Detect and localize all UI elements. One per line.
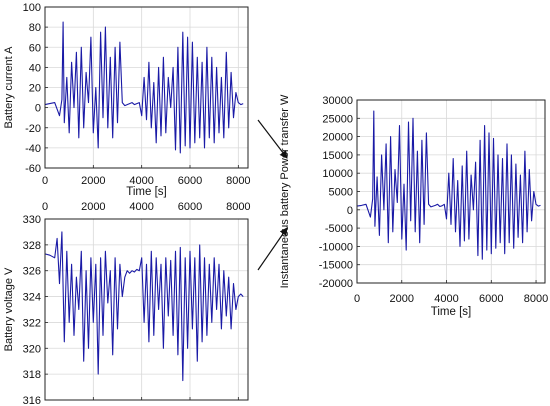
y-tick-label: -20 <box>25 123 41 135</box>
y-tick-label: 20000 <box>322 132 353 144</box>
y-tick-label: 0 <box>347 205 353 217</box>
x-tick-label: 2000 <box>81 201 105 213</box>
x-tick-label: 4000 <box>129 175 153 187</box>
x-axis-label: Time [s] <box>126 186 166 198</box>
axes-frame <box>44 218 249 401</box>
y-tick-label: -60 <box>25 163 41 175</box>
y-axis-label: Battery current A <box>3 46 15 129</box>
y-tick-label: 318 <box>23 369 41 381</box>
y-tick-label: 30000 <box>322 95 353 107</box>
x-tick-label: 0 <box>42 201 48 213</box>
y-tick-label: 328 <box>23 240 41 252</box>
series-line <box>44 21 244 154</box>
arrow-to-power-from-current <box>257 119 288 159</box>
y-tick-label: 10000 <box>322 168 353 180</box>
y-tick-label: 40 <box>29 62 41 74</box>
y-tick-label: 25000 <box>322 113 353 125</box>
battery-current-plot: -60 -40 -20 0 20 40 60 80 100 0 2000 4000 6000 8000 Ti… <box>3 2 251 198</box>
y-tick-label: -40 <box>25 143 41 155</box>
y-tick-label: 326 <box>23 266 41 278</box>
y-tick-label: 60 <box>29 42 41 54</box>
x-tick-label: 0 <box>354 293 360 305</box>
y-tick-label: 80 <box>29 22 41 34</box>
x-tick-label: 4000 <box>434 293 458 305</box>
y-axis-label: Battery voltage V <box>3 267 15 351</box>
y-tick-label: 322 <box>23 317 41 329</box>
x-tick-label: 8000 <box>226 175 250 187</box>
y-tick-label: 20 <box>29 83 41 95</box>
arrow-to-power-from-voltage <box>257 227 288 271</box>
y-tick-label: 5000 <box>329 187 353 199</box>
y-tick-label: 100 <box>23 2 41 14</box>
x-tick-label: 8000 <box>524 293 548 305</box>
y-tick-label: -10000 <box>319 241 353 253</box>
x-tick-label: 0 <box>42 175 48 187</box>
x-tick-label: 8000 <box>226 201 250 213</box>
x-tick-label: 6000 <box>178 201 202 213</box>
y-tick-label: 316 <box>23 395 41 406</box>
y-tick-label: 324 <box>23 292 41 304</box>
x-tick-label: 4000 <box>129 201 153 213</box>
x-tick-label: 6000 <box>178 175 202 187</box>
x-tick-label: 2000 <box>390 293 414 305</box>
y-tick-label: 15000 <box>322 150 353 162</box>
y-tick-label: -20000 <box>319 278 353 290</box>
x-axis-label: Time [s] <box>431 306 471 318</box>
x-tick-label: 6000 <box>479 293 503 305</box>
battery-power-plot: -20000 -15000 -10000 -5000 0 5000 10000 15000 20… <box>279 94 548 318</box>
y-tick-label: 320 <box>23 343 41 355</box>
y-tick-label: 0 <box>35 103 41 115</box>
x-tick-label: 2000 <box>81 175 105 187</box>
y-tick-label: 330 <box>23 214 41 226</box>
series-line <box>44 231 244 382</box>
y-tick-label: -15000 <box>319 260 353 272</box>
y-tick-label: -5000 <box>325 223 353 235</box>
y-axis-label: Instantaneous battery Power transfer W <box>279 94 291 288</box>
series-line <box>356 110 541 260</box>
